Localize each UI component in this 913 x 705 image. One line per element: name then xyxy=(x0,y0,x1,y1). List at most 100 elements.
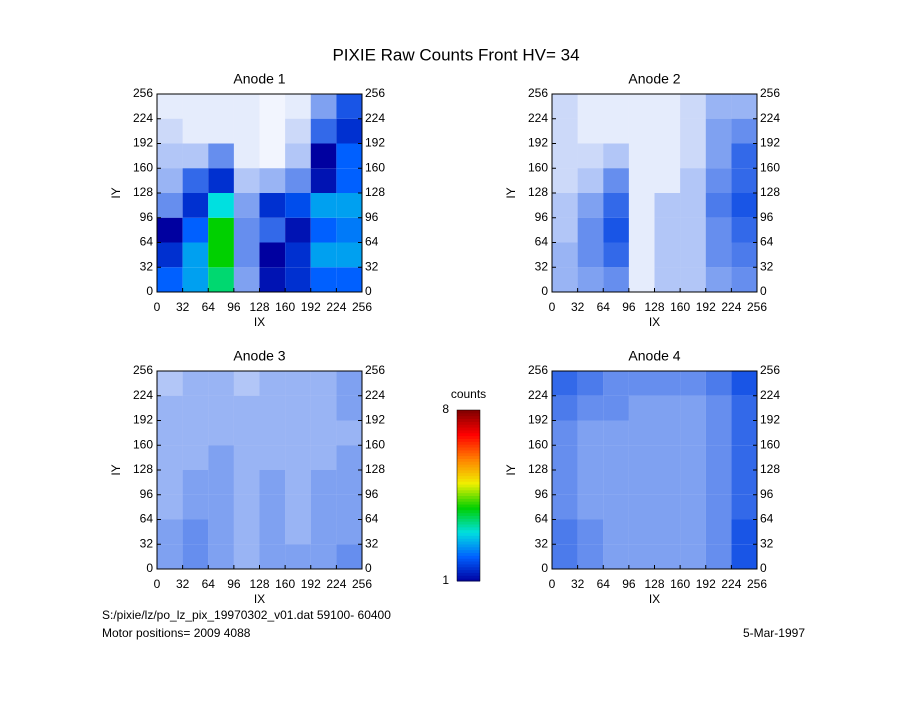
heatmap-cell xyxy=(628,193,655,218)
colorbar-step xyxy=(457,524,480,528)
y-tick-label: 128 xyxy=(133,462,153,476)
x-tick-label: 224 xyxy=(326,577,346,591)
x-tick-label: 128 xyxy=(644,300,664,314)
colorbar-step xyxy=(457,444,480,448)
heatmap-cell xyxy=(259,519,286,545)
heatmap-cell xyxy=(259,193,286,218)
colorbar-step xyxy=(457,461,480,465)
x-tick-label: 64 xyxy=(202,577,216,591)
y2-tick-label: 256 xyxy=(760,363,780,377)
heatmap-cell xyxy=(628,470,655,495)
y2-tick-label: 160 xyxy=(365,160,385,174)
y-tick-label: 0 xyxy=(146,284,153,298)
heatmap-cell xyxy=(731,143,757,169)
heatmap-cell xyxy=(680,267,706,292)
heatmap-cell xyxy=(680,494,706,520)
y2-tick-label: 128 xyxy=(365,462,385,476)
heatmap-cell xyxy=(552,217,578,243)
heatmap-cell xyxy=(731,217,757,243)
heatmap-cell xyxy=(577,242,604,268)
y2-tick-label: 96 xyxy=(760,487,774,501)
heatmap-cell xyxy=(157,267,183,292)
heatmap-cell xyxy=(182,395,209,421)
file-label: S:/pixie/lz/po_lz_pix_19970302_v01.dat 5… xyxy=(102,608,391,622)
colorbar-step xyxy=(457,558,480,562)
x-tick-label: 128 xyxy=(249,577,269,591)
y-tick-label: 256 xyxy=(528,363,548,377)
colorbar-step xyxy=(457,578,480,582)
heatmap-cell xyxy=(310,395,337,421)
heatmap-cell xyxy=(731,118,757,144)
y-tick-label: 96 xyxy=(140,210,154,224)
y-tick-label: 128 xyxy=(528,185,548,199)
heatmap-cell xyxy=(731,395,757,421)
colorbar-step xyxy=(457,467,480,471)
heatmap-cell xyxy=(157,519,183,545)
heatmap-cell xyxy=(680,193,706,218)
heatmap-cell xyxy=(552,395,578,421)
heatmap-cell xyxy=(552,470,578,495)
y2-tick-label: 256 xyxy=(365,363,385,377)
heatmap-cell xyxy=(731,544,757,569)
y-tick-label: 224 xyxy=(133,111,153,125)
colorbar-step xyxy=(457,424,480,428)
y2-tick-label: 64 xyxy=(365,512,379,526)
heatmap-cell xyxy=(157,395,183,421)
colorbar-step xyxy=(457,484,480,488)
x-tick-label: 64 xyxy=(202,300,216,314)
y2-tick-label: 160 xyxy=(760,160,780,174)
heatmap-cell xyxy=(731,94,757,119)
heatmap-cell xyxy=(731,242,757,268)
heatmap-cell xyxy=(336,470,362,495)
heatmap-cell xyxy=(577,168,604,193)
heatmap-cell xyxy=(208,143,234,169)
y2-tick-label: 96 xyxy=(760,210,774,224)
heatmap-cell xyxy=(233,494,260,520)
y-tick-label: 224 xyxy=(528,111,548,125)
heatmap-cell xyxy=(208,242,234,268)
x-tick-label: 32 xyxy=(571,300,585,314)
heatmap-cell xyxy=(705,371,732,396)
heatmap-cell xyxy=(603,494,629,520)
heatmap-cell xyxy=(577,143,604,169)
y2-tick-label: 224 xyxy=(365,111,385,125)
heatmap-cell xyxy=(285,470,311,495)
y-tick-label: 192 xyxy=(528,136,548,150)
heatmap-cell xyxy=(552,420,578,446)
heatmap-cell xyxy=(680,168,706,193)
y2-tick-label: 32 xyxy=(760,536,774,550)
heatmap-cell xyxy=(208,445,234,470)
x-tick-label: 224 xyxy=(721,577,741,591)
y2-tick-label: 128 xyxy=(760,462,780,476)
colorbar-step xyxy=(457,415,480,420)
heatmap-cell xyxy=(628,395,655,421)
heatmap-cell xyxy=(552,544,578,569)
y2-tick-label: 160 xyxy=(760,437,780,451)
colorbar-step xyxy=(457,575,480,579)
heatmap-cell xyxy=(552,371,578,396)
colorbar-step xyxy=(457,475,480,479)
colorbar-step xyxy=(457,418,480,422)
heatmap-cell xyxy=(259,242,286,268)
heatmap-cell xyxy=(208,168,234,193)
heatmap-cell xyxy=(336,94,362,119)
heatmap-cell xyxy=(628,94,655,119)
heatmap-cell xyxy=(603,267,629,292)
x-tick-label: 128 xyxy=(644,577,664,591)
panel-title: Anode 3 xyxy=(233,348,285,364)
y2-tick-label: 128 xyxy=(365,185,385,199)
heatmap-cell xyxy=(310,371,337,396)
heatmap-cell xyxy=(731,267,757,292)
x-tick-label: 224 xyxy=(721,300,741,314)
colorbar-step xyxy=(457,546,480,551)
heatmap-cell xyxy=(157,420,183,446)
x-tick-label: 192 xyxy=(301,577,321,591)
heatmap-cell xyxy=(654,371,681,396)
heatmap-cell xyxy=(233,217,260,243)
y-tick-label: 96 xyxy=(140,487,154,501)
heatmap-cell xyxy=(259,267,286,292)
heatmap-cell xyxy=(577,395,604,421)
heatmap-cell xyxy=(259,445,286,470)
heatmap-cell xyxy=(731,494,757,520)
heatmap-cell xyxy=(310,94,337,119)
